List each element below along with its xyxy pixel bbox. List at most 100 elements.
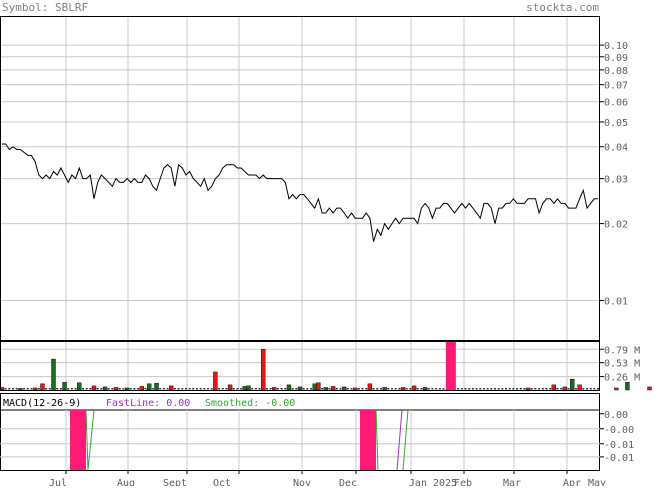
volume-bar (139, 386, 145, 391)
volume-base-mark (133, 388, 136, 390)
volume-base-mark (236, 388, 239, 390)
volume-bar (625, 382, 630, 391)
volume-base-mark (199, 388, 202, 390)
macd-ytick-label: 0.00 (604, 410, 628, 421)
volume-bar (400, 387, 406, 391)
volume-base-mark (310, 388, 313, 390)
volume-base-mark (339, 388, 342, 390)
volume-base-mark (70, 388, 73, 390)
price-frame (0, 16, 600, 341)
volume-bar (382, 387, 387, 391)
volume-base-mark (15, 388, 18, 390)
macd-smoothed-line (402, 409, 409, 471)
volume-base-mark (405, 388, 408, 390)
volume-base-mark (409, 388, 412, 390)
volume-bar (316, 382, 321, 391)
volume-base-mark (181, 388, 184, 390)
volume-base-mark (144, 388, 147, 390)
volume-bar (246, 385, 251, 391)
volume-bar (32, 387, 38, 391)
volume-base-mark (37, 388, 40, 390)
volume-base-mark (85, 388, 88, 390)
volume-base-mark (585, 388, 588, 390)
volume-base-mark (30, 388, 33, 390)
volume-base-mark (545, 388, 548, 390)
volume-base-mark (597, 388, 599, 390)
volume-base-mark (593, 388, 596, 390)
volume-ytick-label: 0.53 M (604, 359, 640, 370)
volume-bar (367, 383, 373, 391)
macd-frame (0, 393, 600, 471)
macd-fastline-label: FastLine: 0.00 (106, 398, 190, 409)
x-tick-label: Feb (454, 478, 472, 486)
price-ytick-label: 0.10 (604, 41, 628, 52)
volume-bar (330, 386, 336, 391)
volume-base-mark (475, 388, 478, 390)
volume-base-mark (254, 388, 257, 390)
volume-base-mark (240, 388, 243, 390)
macd-signal-block (360, 410, 376, 470)
volume-base-mark (486, 388, 489, 390)
x-tick-label: Nov (293, 478, 311, 486)
volume-bar (570, 378, 575, 391)
volume-base-mark (188, 388, 191, 390)
volume-bar (169, 385, 174, 391)
volume-base-mark (501, 388, 504, 390)
volume-base-mark (372, 388, 375, 390)
volume-base-mark (107, 388, 110, 390)
macd-smoothed-line (375, 409, 379, 471)
volume-bar (91, 385, 97, 391)
volume-base-mark (269, 388, 272, 390)
volume-bar (525, 387, 531, 391)
volume-base-mark (505, 388, 508, 390)
x-tick-label: Mar (503, 478, 521, 486)
volume-base-mark (177, 388, 180, 390)
volume-base-mark (45, 388, 48, 390)
volume-base-mark (195, 388, 198, 390)
volume-bar (146, 383, 152, 391)
volume-base-mark (365, 388, 368, 390)
volume-base-mark (530, 388, 533, 390)
volume-base-mark (218, 388, 221, 390)
macd-panel: MACD(12-26-9) FastLine: 0.00 Smoothed: -… (0, 393, 634, 471)
volume-bar (261, 349, 266, 391)
volume-bar (102, 386, 108, 391)
volume-base-mark (497, 388, 500, 390)
volume-base-mark (556, 388, 559, 390)
volume-base-mark (4, 388, 7, 390)
price-ytick-label: 0.08 (604, 66, 628, 77)
volume-base-mark (482, 388, 485, 390)
volume-base-mark (166, 388, 169, 390)
volume-base-mark (8, 388, 11, 390)
volume-ytick-label: 0.26 M (604, 373, 640, 384)
volume-base-mark (589, 388, 592, 390)
volume-base-mark (207, 388, 210, 390)
volume-base-mark (265, 388, 268, 390)
volume-bar (323, 387, 328, 391)
volume-base-mark (350, 388, 353, 390)
volume-base-mark (74, 388, 77, 390)
volume-base-mark (560, 388, 563, 390)
volume-base-mark (516, 388, 519, 390)
volume-base-mark (519, 388, 522, 390)
volume-base-mark (427, 388, 430, 390)
volume-bar (77, 382, 82, 391)
volume-base-mark (221, 388, 224, 390)
volume-bar (341, 386, 347, 391)
price-ytick-label: 0.02 (604, 220, 628, 231)
volume-base-mark (416, 388, 419, 390)
volume-base-mark (12, 388, 15, 390)
volume-base-mark (541, 388, 544, 390)
volume-base-mark (321, 388, 324, 390)
volume-base-mark (258, 388, 261, 390)
volume-base-mark (431, 388, 434, 390)
volume-base-mark (460, 388, 463, 390)
price-ytick-label: 0.03 (604, 175, 628, 186)
x-tick-label: Apr (563, 478, 581, 486)
volume-base-mark (387, 388, 390, 390)
volume-base-mark (523, 388, 526, 390)
volume-base-mark (508, 388, 511, 390)
